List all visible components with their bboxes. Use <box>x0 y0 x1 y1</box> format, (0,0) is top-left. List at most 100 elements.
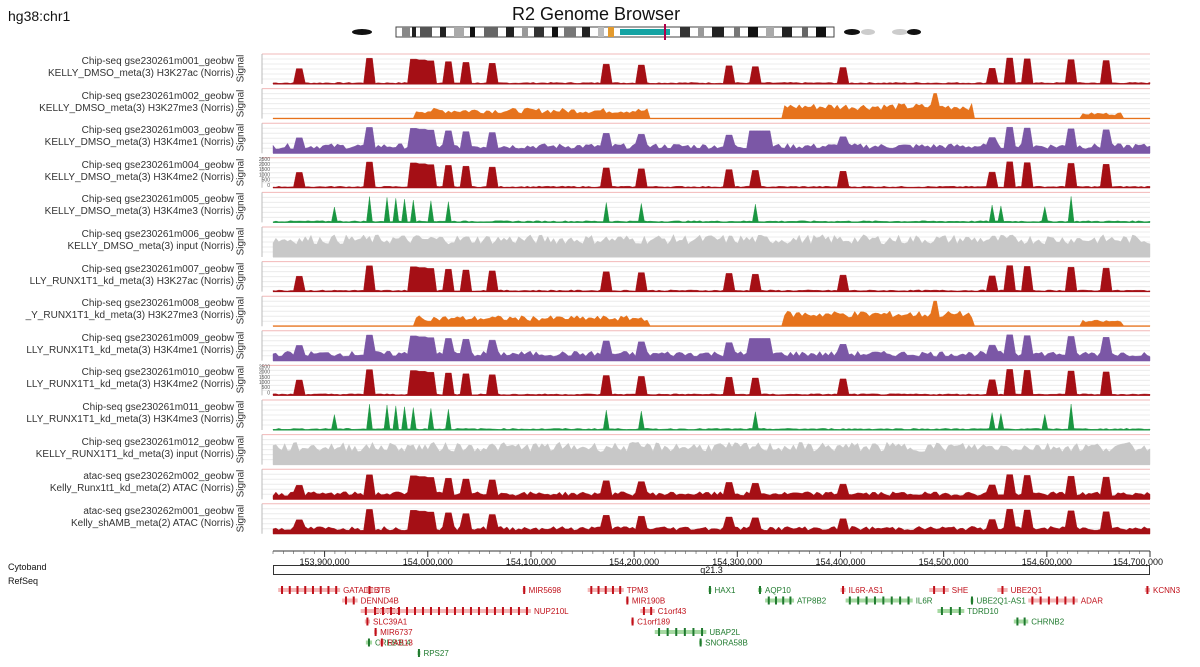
track-14[interactable] <box>261 503 1151 535</box>
gene-exon <box>907 596 910 605</box>
ideogram-band <box>522 27 528 37</box>
gene-il6r[interactable]: IL6R <box>845 596 933 606</box>
axis-tick-label: 154,700,000 <box>1113 557 1163 567</box>
track-12[interactable] <box>261 434 1151 466</box>
gene-tdrd10[interactable]: TDRD10 <box>937 607 999 616</box>
gene-exon <box>1146 586 1149 594</box>
gene-il6r-as1[interactable]: IL6R-AS1 <box>840 586 884 595</box>
signal-area <box>272 57 1151 85</box>
gene-rps27[interactable]: RPS27 <box>417 649 449 658</box>
gene-exon <box>374 607 377 615</box>
gene-ube2q1-as1[interactable]: UBE2Q1-AS1 <box>970 596 1026 606</box>
gene-creb3l4[interactable]: CREB3L4 <box>365 638 411 648</box>
ideogram-band <box>816 27 826 37</box>
gene-exon <box>304 586 307 594</box>
track-7[interactable] <box>261 261 1151 293</box>
track-sample-3: KELLY_DMSO_meta(3) H3K4me1 (Norris) <box>44 137 234 149</box>
axis-tick-label: 153,900,000 <box>300 557 350 567</box>
track-title-10: Chip-seq gse230261m010_geobw <box>81 367 234 379</box>
gene-atp8b2[interactable]: ATP8B2 <box>765 596 827 606</box>
signal-area <box>272 369 1151 396</box>
track-title-12: Chip-seq gse230261m012_geobw <box>81 436 234 448</box>
gene-jtb[interactable]: JTB <box>365 586 390 595</box>
cytoband-label: Cytoband <box>8 562 47 572</box>
gene-exon <box>857 596 860 605</box>
y-tick-label: 500 <box>262 178 271 184</box>
gene-mir5698[interactable]: MIR5698 <box>522 586 562 595</box>
track-sample-11: LLY_RUNX1T1_kd_meta(3) H3K4me3 (Norris) <box>26 414 234 425</box>
gene-exon <box>398 607 401 615</box>
gene-exon <box>708 586 711 594</box>
gene-exon <box>789 596 792 605</box>
gene-label: DENND4B <box>361 597 399 606</box>
gene-exon <box>319 586 322 594</box>
gene-label: KCNN3 <box>1153 586 1181 595</box>
gene-exon <box>650 607 653 615</box>
gene-exon <box>699 638 702 647</box>
gene-exon <box>382 607 385 615</box>
track-9[interactable] <box>261 330 1151 362</box>
gene-label: RAB13 <box>387 639 413 648</box>
gene-snora58b[interactable]: SNORA58B <box>699 638 748 648</box>
gene-exon <box>873 596 876 605</box>
gene-label: UBE2Q1-AS1 <box>976 597 1026 606</box>
gene-label: MIR6737 <box>380 628 413 637</box>
axis-tick-label: 154,500,000 <box>919 557 969 567</box>
track-2[interactable] <box>261 88 1151 120</box>
cytoband-band[interactable]: q21.3 <box>273 565 1150 575</box>
gene-exon <box>352 596 355 605</box>
gene-hax1[interactable]: HAX1 <box>708 586 736 595</box>
gene-adar[interactable]: ADAR <box>1028 596 1103 606</box>
track-sample-13: Kelly_Runx1t1_kd_meta(2) ATAC (Norris) <box>49 483 234 495</box>
gene-she[interactable]: SHE <box>929 586 968 595</box>
gene-body <box>278 588 341 592</box>
track-11[interactable] <box>261 399 1151 431</box>
gene-exon <box>842 586 845 594</box>
gene-ube2q1[interactable]: UBE2Q1 <box>997 586 1043 595</box>
gene-nup210l[interactable]: NUP210L <box>371 607 569 616</box>
gene-gatad2b[interactable]: GATAD2B <box>278 586 379 595</box>
track-1[interactable] <box>261 53 1151 85</box>
gene-exon <box>933 586 936 594</box>
gene-exon <box>390 607 393 615</box>
track-13[interactable] <box>261 468 1151 500</box>
signal-area <box>272 265 1151 292</box>
gene-mir6737[interactable]: MIR6737 <box>374 628 413 637</box>
ideogram-band <box>412 27 416 37</box>
track-3[interactable] <box>261 122 1151 154</box>
gene-exon <box>597 586 600 594</box>
track-8[interactable] <box>261 295 1151 327</box>
gene-c1orf43[interactable]: C1orf43 <box>640 607 687 616</box>
gene-chrnb2[interactable]: CHRNB2 <box>1013 617 1065 627</box>
gene-label: CHRNB2 <box>1031 618 1064 627</box>
gene-exon <box>461 607 464 615</box>
ideogram-band <box>506 27 514 37</box>
chromosome-ideogram[interactable] <box>350 24 930 40</box>
y-tick-label: 0 <box>267 183 270 189</box>
gene-aqp10[interactable]: AQP10 <box>757 586 791 595</box>
gene-mir190b[interactable]: MIR190B <box>625 596 665 606</box>
gene-ubap2l[interactable]: UBAP2L <box>654 628 741 637</box>
signal-area <box>272 441 1151 465</box>
track-title-7: Chip-seq gse230261m007_geobw <box>81 263 234 275</box>
gene-rab13[interactable]: RAB13 <box>379 638 413 648</box>
gene-label: MIR190B <box>632 597 665 606</box>
gene-kcnn3[interactable]: KCNN3 <box>1144 586 1181 595</box>
track-sample-2: KELLY_DMSO_meta(3) H3K27me3 (Norris) <box>39 102 234 114</box>
track-6[interactable] <box>261 226 1151 258</box>
axis-tick-label: 154,100,000 <box>506 557 556 567</box>
gene-tpm3[interactable]: TPM3 <box>587 586 649 595</box>
gene-exon <box>493 607 496 615</box>
track-5[interactable] <box>261 191 1151 223</box>
gene-slc39a1[interactable]: SLC39A1 <box>364 617 408 627</box>
gene-exon <box>619 586 622 594</box>
gene-body <box>929 588 949 592</box>
gene-exon <box>692 628 695 636</box>
gene-c1orf189[interactable]: C1orf189 <box>631 617 671 627</box>
gene-dennd4b[interactable]: DENND4B <box>342 596 399 606</box>
ideogram-left-cap <box>352 29 372 35</box>
